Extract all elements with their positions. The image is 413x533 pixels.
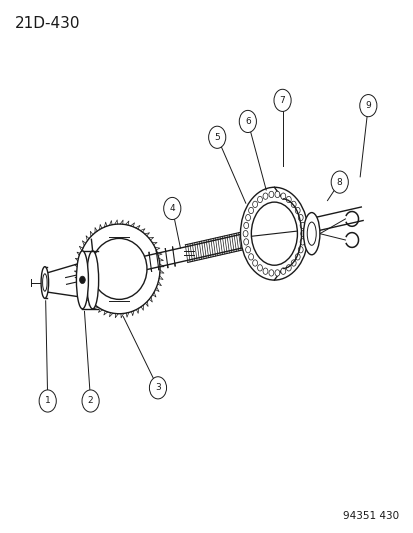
Circle shape [268, 191, 273, 198]
Circle shape [257, 265, 262, 271]
Text: 2: 2 [88, 397, 93, 406]
Circle shape [300, 230, 305, 237]
Circle shape [252, 260, 257, 266]
Circle shape [252, 201, 257, 207]
Circle shape [280, 193, 285, 199]
Circle shape [242, 230, 247, 237]
Circle shape [294, 254, 299, 260]
Circle shape [290, 260, 295, 266]
Circle shape [299, 239, 304, 245]
Circle shape [243, 239, 248, 245]
Circle shape [286, 196, 291, 203]
Circle shape [262, 268, 267, 274]
Ellipse shape [41, 266, 48, 298]
Circle shape [82, 390, 99, 412]
Circle shape [79, 276, 85, 284]
Ellipse shape [240, 187, 308, 280]
Circle shape [280, 268, 285, 274]
Circle shape [208, 126, 225, 148]
Circle shape [299, 222, 304, 229]
Ellipse shape [306, 222, 316, 245]
Circle shape [268, 270, 273, 276]
Text: 3: 3 [155, 383, 161, 392]
Ellipse shape [86, 251, 98, 309]
Circle shape [245, 214, 250, 221]
Circle shape [149, 377, 166, 399]
Ellipse shape [76, 251, 88, 309]
Ellipse shape [43, 274, 47, 291]
Text: 7: 7 [279, 96, 285, 105]
Circle shape [297, 247, 302, 253]
Circle shape [248, 254, 253, 260]
Circle shape [274, 191, 279, 198]
Circle shape [273, 90, 290, 111]
Circle shape [163, 197, 180, 220]
Ellipse shape [91, 238, 147, 300]
Circle shape [286, 265, 291, 271]
Ellipse shape [303, 213, 319, 255]
Circle shape [239, 110, 256, 133]
Text: 6: 6 [244, 117, 250, 126]
Circle shape [274, 270, 279, 276]
Text: 4: 4 [169, 204, 175, 213]
Text: 8: 8 [336, 177, 342, 187]
Circle shape [243, 222, 248, 229]
Ellipse shape [251, 202, 297, 265]
Text: 5: 5 [214, 133, 220, 142]
Circle shape [39, 390, 56, 412]
Text: 94351 430: 94351 430 [342, 511, 398, 521]
Circle shape [248, 207, 253, 214]
Circle shape [257, 196, 262, 203]
Circle shape [330, 171, 347, 193]
Text: 1: 1 [45, 397, 50, 406]
Circle shape [245, 247, 250, 253]
Circle shape [262, 193, 267, 199]
Text: 21D-430: 21D-430 [15, 16, 81, 31]
Circle shape [294, 207, 299, 214]
Circle shape [359, 94, 376, 117]
Circle shape [297, 214, 302, 221]
Circle shape [290, 201, 295, 207]
Text: 9: 9 [365, 101, 370, 110]
